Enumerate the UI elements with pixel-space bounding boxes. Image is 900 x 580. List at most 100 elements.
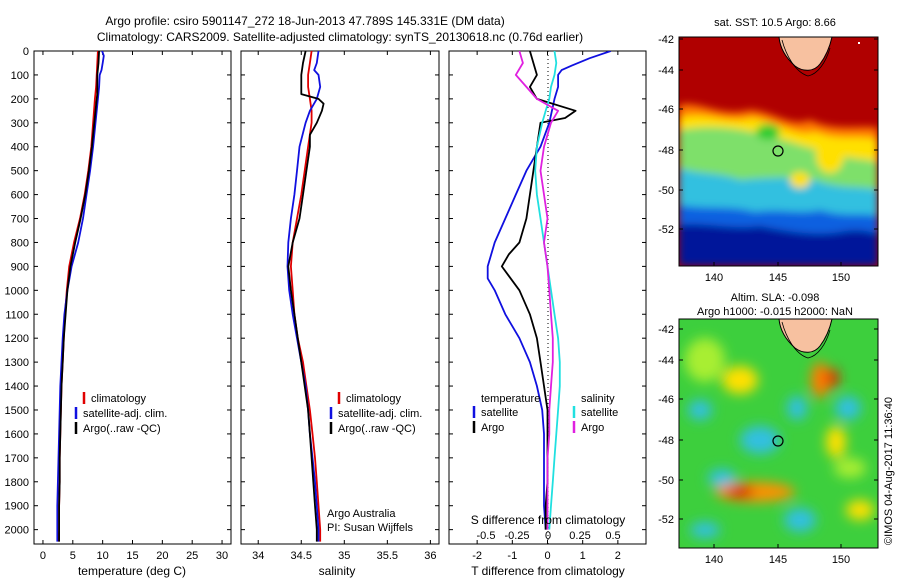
depth-tick-label: 1400 xyxy=(5,381,29,393)
temperature-x-label: temperature (deg C) xyxy=(78,564,186,578)
depth-tick-label: 1300 xyxy=(5,357,29,369)
depth-tick-label: 200 xyxy=(11,94,29,106)
x-tick-label: 25 xyxy=(186,550,198,562)
s-difference-tick-label: -0.5 xyxy=(477,530,496,542)
series-line-temperature-argo xyxy=(500,51,577,530)
depth-tick-label: 1700 xyxy=(5,453,29,465)
map-lon-label: 140 xyxy=(705,554,723,566)
s-difference-tick-labels: -0.5 -0.25 0 0.25 0.5 xyxy=(477,530,621,542)
legend-label-argo: Argo(..raw -QC) xyxy=(83,423,161,435)
difference-lines xyxy=(486,51,612,530)
sst-map: sat. SST: 10.5 Argo: 8.66 -42 -44 -46 -48 -5… xyxy=(658,17,879,284)
temperature-panel: 0100200300400500600700800900100011001200… xyxy=(5,46,232,578)
depth-tick-label: 0 xyxy=(23,46,29,58)
depth-tick-label: 800 xyxy=(11,237,29,249)
map-lat-label: -46 xyxy=(658,104,674,116)
depth-tick-label: 1900 xyxy=(5,501,29,513)
sst-map-image xyxy=(679,37,878,266)
temperature-legend: climatology satellite-adj. clim. Argo(..… xyxy=(74,392,167,435)
series-line-argo-raw-qc- xyxy=(287,51,325,542)
series-line-salinity-argo xyxy=(514,51,559,530)
imos-credit: ©IMOS 04-Aug-2017 11:36:40 xyxy=(883,397,895,545)
s-difference-tick-label: 0.5 xyxy=(605,530,620,542)
difference-x-ticks: -2 -1 0 1 2 xyxy=(472,51,621,562)
map-lat-label: -46 xyxy=(658,394,674,406)
sst-map-title: sat. SST: 10.5 Argo: 8.66 xyxy=(714,17,836,29)
series-line-satellite-adj-clim- xyxy=(56,51,105,542)
x-tick-label: 10 xyxy=(97,550,109,562)
sla-map: Altim. SLA: -0.098 Argo h1000: -0.015 h2… xyxy=(658,292,879,566)
depth-tick-label: 300 xyxy=(11,118,29,130)
depth-tick-label: 500 xyxy=(11,166,29,178)
s-difference-tick-label: 0 xyxy=(545,530,551,542)
x-tick-label: 5 xyxy=(70,550,76,562)
s-difference-tick-label: -0.25 xyxy=(504,530,529,542)
sla-map-title-2: Argo h1000: -0.015 h2000: NaN xyxy=(697,306,853,318)
map-lat-label: -48 xyxy=(658,145,674,157)
x-tick-label: -2 xyxy=(472,550,482,562)
x-tick-label: 35 xyxy=(338,550,350,562)
difference-depth-ticks xyxy=(449,50,646,531)
x-tick-label: 0 xyxy=(40,550,46,562)
salinity-legend: climatology satellite-adj. clim. Argo(..… xyxy=(329,392,422,435)
depth-ticks: 0 100 200 300 400 500 600 700 800 900 1000 1100 1200… xyxy=(5,46,231,537)
x-tick-label: 34.5 xyxy=(291,550,312,562)
salinity-x-label: salinity xyxy=(319,564,356,578)
argo-australia-label: Argo Australia xyxy=(327,508,396,520)
x-tick-label: 34 xyxy=(252,550,264,562)
depth-tick-label: 900 xyxy=(11,261,29,273)
s-difference-tick-label: 0.25 xyxy=(569,530,590,542)
temperature-lines xyxy=(56,51,105,542)
legend-label-t-argo: Argo xyxy=(481,422,504,434)
map-lon-label: 145 xyxy=(769,272,787,284)
depth-tick-label: 1000 xyxy=(5,285,29,297)
x-tick-label: 0 xyxy=(544,550,550,562)
sla-map-image xyxy=(679,319,878,548)
sst-map-ticks: -42 -44 -46 -48 -50 -52 140 145 150 xyxy=(658,34,878,284)
map-lat-label: -52 xyxy=(658,224,674,236)
x-tick-label: 36 xyxy=(424,550,436,562)
map-lat-label: -48 xyxy=(658,435,674,447)
x-tick-label: 30 xyxy=(216,550,228,562)
x-tick-label: 20 xyxy=(156,550,168,562)
x-tick-label: 15 xyxy=(126,550,138,562)
x-tick-label: -1 xyxy=(507,550,517,562)
difference-panel: -2 -1 0 1 2 S difference from climatology -0… xyxy=(448,50,647,578)
map-lon-label: 150 xyxy=(832,554,850,566)
argo-location-marker xyxy=(772,145,784,157)
legend-header-salinity: salinity xyxy=(581,393,615,405)
sla-map-title-1: Altim. SLA: -0.098 xyxy=(731,292,820,304)
depth-tick-label: 1600 xyxy=(5,429,29,441)
series-line-temperature-satellite xyxy=(486,51,612,530)
salinity-depth-ticks xyxy=(241,50,439,531)
map-lat-label: -42 xyxy=(658,324,674,336)
map-lat-label: -44 xyxy=(658,65,674,77)
argo-location-marker xyxy=(772,435,784,447)
legend-label-climatology: climatology xyxy=(91,393,147,405)
map-lon-label: 145 xyxy=(769,554,787,566)
legend-label-satellite: satellite-adj. clim. xyxy=(338,408,422,420)
pi-label: PI: Susan Wijffels xyxy=(327,522,413,534)
salinity-lines xyxy=(286,51,325,542)
t-difference-label: T difference from climatology xyxy=(471,564,625,578)
map-lat-label: -50 xyxy=(658,185,674,197)
depth-tick-label: 2000 xyxy=(5,525,29,537)
salinity-panel-frame xyxy=(240,50,440,545)
temperature-x-ticks: 0 5 10 15 20 25 30 xyxy=(40,51,228,562)
sla-map-ticks: -42 -44 -46 -48 -50 -52 140 145 150 xyxy=(658,324,878,566)
header-line-1: Argo profile: csiro 5901147_272 18-Jun-2… xyxy=(105,14,504,28)
map-lat-label: -42 xyxy=(658,34,674,46)
legend-label-climatology: climatology xyxy=(346,393,402,405)
temperature-panel-frame xyxy=(33,50,232,545)
depth-tick-label: 100 xyxy=(11,70,29,82)
s-difference-label: S difference from climatology xyxy=(471,513,626,527)
legend-label-t-satellite: satellite xyxy=(481,407,518,419)
series-line-climatology xyxy=(289,51,322,542)
legend-header-temperature: temperature xyxy=(481,393,540,405)
depth-tick-label: 1500 xyxy=(5,405,29,417)
salinity-panel: 34 34.5 35 35.5 36 salinity climatology sate… xyxy=(240,50,440,578)
legend-label-s-argo: Argo xyxy=(581,422,604,434)
legend-label-s-satellite: satellite xyxy=(581,407,618,419)
map-lat-label: -44 xyxy=(658,355,674,367)
